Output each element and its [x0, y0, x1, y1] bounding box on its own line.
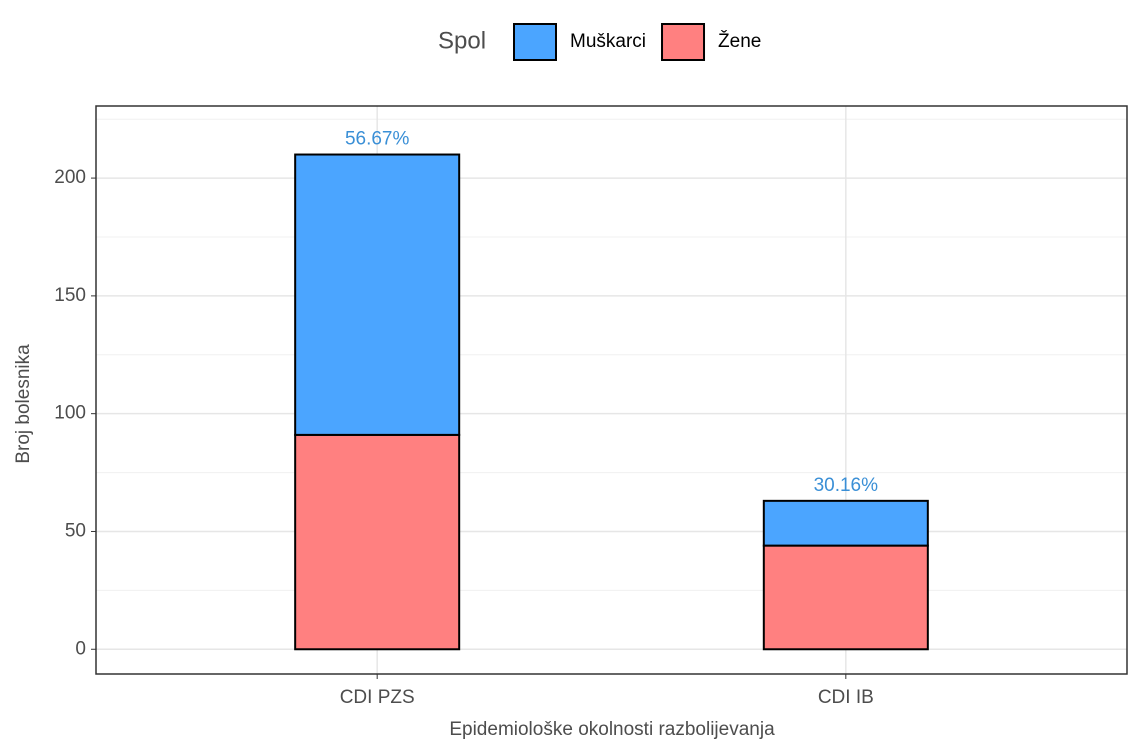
bar-annotation: 56.67%	[345, 129, 410, 150]
y-tick-label: 100	[54, 403, 86, 424]
bar-segment	[294, 153, 461, 436]
legend-key	[513, 23, 557, 61]
legend-title: Spol	[438, 27, 486, 54]
x-axis-label: Epidemiološke okolnosti razbolijevanja	[449, 719, 775, 739]
bar-segment	[762, 544, 929, 651]
y-tick-label: 50	[65, 520, 86, 541]
y-axis-label: Broj bolesnika	[13, 344, 34, 464]
plot-panel	[96, 106, 1127, 674]
bar-annotation: 30.16%	[814, 475, 879, 496]
bar-segment	[294, 433, 461, 651]
x-tick-label: CDI IB	[818, 687, 874, 708]
panel-border	[95, 105, 1128, 675]
legend-label: Muškarci	[570, 31, 646, 52]
bar-segment	[762, 499, 929, 547]
x-tick-label: CDI PZS	[340, 687, 415, 708]
legend-key	[661, 23, 706, 61]
legend-label: Žene	[718, 30, 761, 52]
y-tick-label: 150	[54, 285, 86, 306]
y-tick-label: 200	[54, 167, 86, 188]
y-tick-label: 0	[75, 638, 86, 659]
